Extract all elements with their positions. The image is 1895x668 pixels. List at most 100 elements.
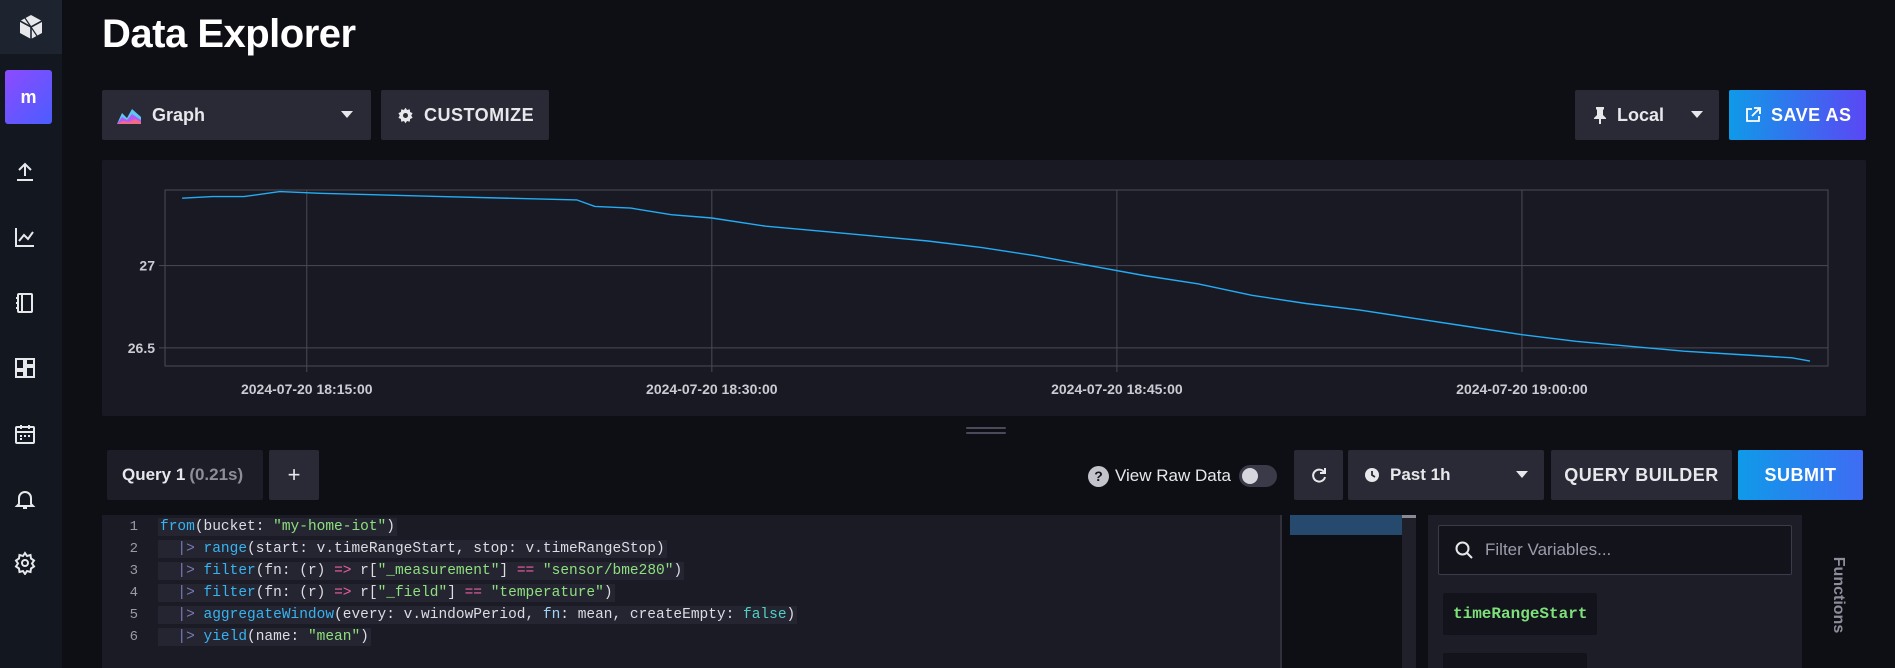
chevron-down-icon <box>1516 471 1528 478</box>
code-token: ) <box>603 585 613 601</box>
y-tick-label: 26.5 <box>128 340 155 356</box>
code-token: filter <box>203 585 256 601</box>
flux-editor[interactable]: 1 from(bucket: "my-home-iot") 2 |> range… <box>102 515 1281 668</box>
code-line: 3 |> filter(fn: (r) => r["_measurement"]… <box>102 560 1281 582</box>
code-token: (name: <box>247 629 308 645</box>
line-number: 6 <box>129 629 138 645</box>
timezone-dropdown[interactable]: Local <box>1575 90 1719 140</box>
line-number: 4 <box>129 585 138 601</box>
code-token: (every: v.windowPeriod, <box>334 607 543 623</box>
filter-variables-input[interactable] <box>1485 540 1785 560</box>
gear-icon <box>398 107 413 123</box>
submit-button[interactable]: SUBMIT <box>1738 450 1863 500</box>
code-token: ] <box>499 563 517 579</box>
save-as-button[interactable]: SAVE AS <box>1729 90 1866 140</box>
code-token: ] <box>447 585 465 601</box>
code-token: == <box>464 585 483 601</box>
influx-cube-icon[interactable] <box>0 0 62 54</box>
code-token: (bucket: <box>194 519 274 535</box>
code-token: fn <box>542 607 561 623</box>
x-tick-label: 2024-07-20 18:45:00 <box>1051 381 1183 397</box>
clock-icon <box>1365 468 1379 482</box>
code-token: ) <box>386 519 395 535</box>
timezone-label: Local <box>1617 104 1665 125</box>
x-tick-label: 2024-07-20 18:15:00 <box>241 381 373 397</box>
code-token: r[ <box>351 563 378 579</box>
line-number: 2 <box>129 541 138 557</box>
code-token: |> <box>160 541 204 557</box>
code-line: 4 |> filter(fn: (r) => r["_field"] == "t… <box>102 582 1281 604</box>
filter-variables-field[interactable] <box>1438 525 1792 575</box>
time-range-label: Past 1h <box>1390 465 1451 484</box>
page-title: Data Explorer <box>102 12 356 56</box>
graph-type-label: Graph <box>152 104 206 125</box>
query-tab-time: (0.21s) <box>189 465 244 484</box>
alerts-icon <box>14 491 36 509</box>
customize-label: CUSTOMIZE <box>424 104 535 125</box>
series-line <box>182 190 1811 362</box>
notebooks-icon <box>16 293 33 313</box>
upload-icon <box>17 162 33 181</box>
code-token: "_measurement" <box>377 563 500 579</box>
graph-panel[interactable]: 2024-07-20 18:15:00 2024-07-20 18:30:00 20… <box>102 160 1866 416</box>
query-tab-label: Query 1 <box>122 465 186 484</box>
sidebar-item-upload[interactable] <box>0 147 50 197</box>
query-builder-button[interactable]: QUERY BUILDER <box>1551 450 1732 500</box>
code-line: 2 |> range(start: v.timeRangeStart, stop… <box>102 538 1281 560</box>
code-token: r[ <box>351 585 378 601</box>
code-token: ) <box>786 607 796 623</box>
variables-panel: timeRangeStart <box>1428 515 1802 668</box>
editor-scrollbar[interactable] <box>1402 515 1416 668</box>
variable-chip[interactable] <box>1443 653 1587 668</box>
customize-button[interactable]: CUSTOMIZE <box>381 90 549 140</box>
sidebar-item-dashboards[interactable] <box>0 343 50 393</box>
graph-type-dropdown[interactable]: Graph <box>102 90 371 140</box>
add-query-label: + <box>287 462 301 487</box>
chevron-down-icon <box>341 111 353 118</box>
line-number: 3 <box>129 563 138 579</box>
scrollbar-thumb[interactable] <box>1402 515 1416 518</box>
org-avatar[interactable]: m <box>5 70 52 124</box>
export-icon <box>1746 107 1761 122</box>
sidebar-item-notebooks[interactable] <box>0 278 50 328</box>
code-token: false <box>743 607 787 623</box>
time-range-dropdown[interactable]: Past 1h <box>1348 450 1544 500</box>
code-token: ) <box>673 563 683 579</box>
code-token: |> <box>160 607 204 623</box>
query-tab[interactable]: Query 1 (0.21s) <box>107 450 263 500</box>
editor-divider <box>1280 515 1282 668</box>
sidebar-item-settings[interactable] <box>0 538 50 588</box>
variable-chip[interactable]: timeRangeStart <box>1443 593 1598 635</box>
view-raw-toggle[interactable] <box>1238 465 1277 487</box>
code-token: |> <box>160 629 204 645</box>
sidebar-item-data-explorer[interactable] <box>0 212 50 262</box>
refresh-button[interactable] <box>1294 450 1343 500</box>
query-builder-label: QUERY BUILDER <box>1564 464 1719 485</box>
toggle-knob <box>1241 468 1258 484</box>
editor-minimap[interactable] <box>1290 515 1402 535</box>
code-token <box>482 585 491 601</box>
code-token: filter <box>203 563 256 579</box>
org-initial: m <box>20 86 37 107</box>
code-token: "my-home-iot" <box>273 519 387 535</box>
y-tick-label: 27 <box>139 258 155 274</box>
tasks-icon <box>15 425 35 444</box>
code-line: 1 from(bucket: "my-home-iot") <box>102 516 1281 538</box>
add-query-button[interactable]: + <box>269 450 319 500</box>
sidebar-item-tasks[interactable] <box>0 409 50 459</box>
save-as-label: SAVE AS <box>1771 104 1852 125</box>
graph-type-icon <box>117 109 141 124</box>
x-tick-label: 2024-07-20 19:00:00 <box>1456 381 1588 397</box>
code-token: (fn: (r) <box>255 563 335 579</box>
line-number: 1 <box>129 519 138 535</box>
resize-handle[interactable] <box>966 427 1006 435</box>
code-token: => <box>334 563 352 579</box>
code-token: "sensor/bme280" <box>542 563 674 579</box>
sidebar-item-alerts[interactable] <box>0 474 50 524</box>
line-chart[interactable]: 2024-07-20 18:15:00 2024-07-20 18:30:00 20… <box>102 160 1866 416</box>
help-icon[interactable]: ? <box>1088 465 1109 487</box>
code-token: range <box>203 541 248 557</box>
x-tick-label: 2024-07-20 18:30:00 <box>646 381 778 397</box>
functions-tab[interactable]: Functions <box>1818 550 1858 640</box>
pin-icon <box>1594 107 1606 124</box>
